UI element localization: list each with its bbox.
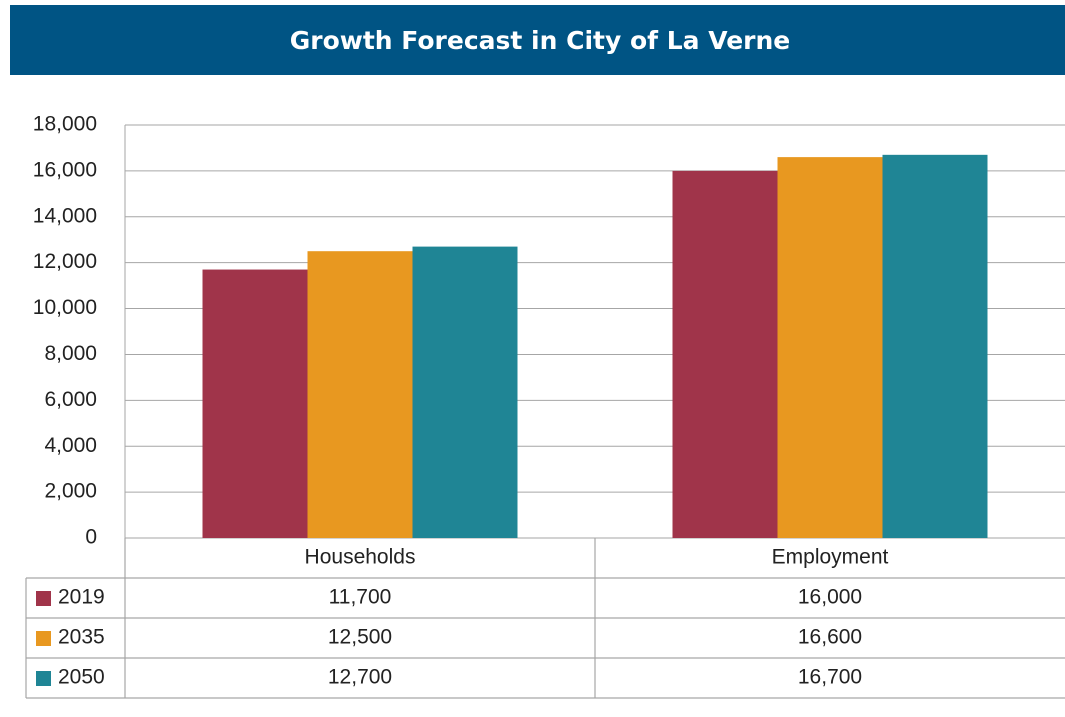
table-value: 16,600	[798, 626, 862, 649]
y-tick-label: 8,000	[44, 342, 97, 365]
table-value: 12,500	[328, 626, 392, 649]
y-tick-label: 14,000	[33, 204, 97, 227]
legend-label: 2050	[58, 666, 105, 689]
bar	[777, 157, 883, 538]
y-tick-label: 18,000	[33, 113, 97, 136]
y-tick-label: 10,000	[33, 296, 97, 319]
y-tick-label: 6,000	[44, 388, 97, 411]
legend-swatch	[36, 671, 51, 686]
bar	[672, 170, 778, 538]
bar	[882, 154, 988, 539]
y-tick-label: 0	[85, 526, 97, 549]
bar	[307, 251, 413, 538]
x-tick-label: Employment	[772, 546, 889, 569]
legend-label: 2035	[58, 626, 105, 649]
bar	[202, 269, 308, 538]
table-value: 16,700	[798, 666, 862, 689]
table-value: 12,700	[328, 666, 392, 689]
legend-swatch	[36, 631, 51, 646]
y-tick-label: 16,000	[33, 158, 97, 181]
bar	[412, 246, 518, 538]
chart-title: Growth Forecast in City of La Verne	[290, 26, 791, 55]
table-value: 11,700	[329, 586, 392, 609]
y-tick-label: 2,000	[44, 480, 97, 503]
title-banner	[10, 5, 1065, 75]
legend-label: 2019	[58, 586, 105, 609]
table-value: 16,000	[798, 586, 862, 609]
y-tick-label: 12,000	[33, 250, 97, 273]
legend-swatch	[36, 591, 51, 606]
x-tick-label: Households	[305, 546, 416, 569]
y-tick-label: 4,000	[44, 434, 97, 457]
